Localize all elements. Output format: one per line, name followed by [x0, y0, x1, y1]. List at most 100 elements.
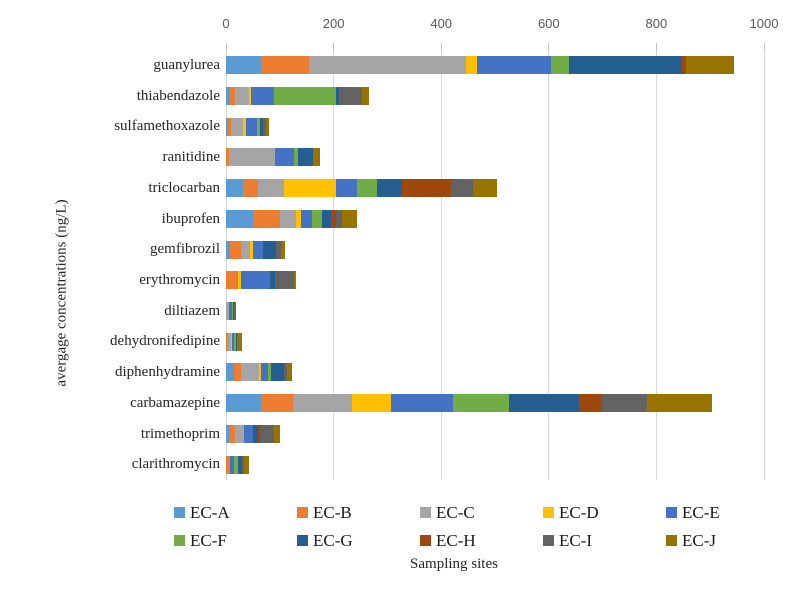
- bar-row: [226, 326, 764, 357]
- bar-row: [226, 234, 764, 265]
- legend-item-EC-B: EC-B: [297, 502, 420, 523]
- bar-segment-EC-A: [226, 240, 230, 259]
- category-label: gemfibrozil: [150, 241, 220, 258]
- bar-segment-EC-A: [226, 424, 230, 443]
- bar-segment-EC-B: [226, 332, 229, 351]
- bar-segment-EC-G: [253, 424, 258, 443]
- x-axis-tick-label: 0: [222, 16, 230, 31]
- plot-area: [225, 50, 765, 480]
- bar-segment-EC-I: [335, 209, 343, 228]
- legend-item-EC-C: EC-C: [420, 502, 543, 523]
- bar-segment-EC-J: [647, 394, 713, 413]
- bar-segment-EC-A: [226, 56, 263, 75]
- bar-segment-EC-D: [296, 209, 302, 228]
- category-label: clarithromycin: [131, 456, 220, 473]
- gridline: [225, 50, 227, 480]
- bar-segment-EC-D: [259, 363, 262, 382]
- bar-segment-EC-I: [263, 117, 266, 136]
- category-label: thiabendazole: [136, 87, 220, 104]
- bar-segment-EC-B: [228, 117, 231, 136]
- bar-row: [226, 296, 764, 327]
- bar-segment-EC-J: [342, 209, 357, 228]
- bar-row: [226, 388, 764, 419]
- bar-segment-EC-C: [230, 117, 244, 136]
- bar-segment-EC-A: [226, 363, 234, 382]
- x-axis-title: Sampling sites: [410, 556, 498, 572]
- x-axis-tick-label: 200: [322, 16, 345, 31]
- legend-item-EC-I: EC-I: [543, 530, 666, 551]
- bar-segment-EC-E: [301, 209, 313, 228]
- bar-segment-EC-E: [229, 455, 235, 474]
- bar-segment-EC-G: [237, 455, 243, 474]
- bar-segment-EC-C: [280, 209, 297, 228]
- bar-segment-EC-I: [260, 424, 275, 443]
- x-axis-tick-mark: [333, 43, 335, 50]
- bar-segment-EC-E: [231, 332, 235, 351]
- legend-item-EC-J: EC-J: [666, 530, 789, 551]
- legend-swatch-icon: [543, 507, 554, 518]
- x-axis-tick-mark: [548, 43, 550, 50]
- bar-segment-EC-B: [226, 148, 230, 167]
- bar-segment-EC-E: [391, 394, 453, 413]
- bar-segment-EC-D: [230, 332, 232, 351]
- bar-segment-EC-H: [402, 179, 452, 198]
- bar-row: [226, 419, 764, 450]
- legend: EC-A EC-B EC-C EC-D EC-E EC-F EC-G EC-H EC-I EC-J: [174, 502, 789, 551]
- gridline: [440, 50, 442, 480]
- x-axis-tick-label: 800: [645, 16, 668, 31]
- legend-label: EC-B: [313, 503, 352, 522]
- bar-segment-EC-B: [253, 209, 281, 228]
- bar-row: [226, 111, 764, 142]
- category-label: guanylurea: [153, 57, 220, 73]
- bar-segment-EC-I: [602, 394, 648, 413]
- bar-row: [226, 173, 764, 204]
- bar-segment-EC-E: [250, 87, 274, 106]
- x-axis-tick-label: 600: [537, 16, 560, 31]
- bar-segment-EC-E: [476, 56, 551, 75]
- bar-segment-EC-G: [232, 302, 235, 321]
- bar-segment-EC-J: [287, 363, 292, 382]
- bar-segment-EC-J: [686, 56, 734, 75]
- x-axis-tick-mark: [440, 43, 442, 50]
- legend-label: EC-G: [313, 531, 353, 550]
- bar-segment-EC-C: [234, 87, 249, 106]
- bar-segment-EC-D: [250, 240, 253, 259]
- bar-segment-EC-H: [681, 56, 687, 75]
- legend-swatch-icon: [666, 507, 677, 518]
- bar-segment-EC-I: [451, 179, 474, 198]
- legend-item-EC-A: EC-A: [174, 502, 297, 523]
- legend-label: EC-E: [682, 503, 720, 522]
- bar-segment-EC-D: [351, 394, 392, 413]
- bar-segment-EC-E: [246, 117, 258, 136]
- bar-segment-EC-G: [297, 148, 314, 167]
- bar-segment-EC-B: [260, 394, 294, 413]
- bar-segment-EC-J: [237, 332, 243, 351]
- legend-swatch-icon: [174, 535, 185, 546]
- bar-segment-EC-J: [265, 117, 269, 136]
- bar-segment-EC-F: [231, 302, 233, 321]
- x-axis: 0 200 400 600 800 1000: [222, 0, 778, 50]
- bar-segment-EC-B: [262, 56, 310, 75]
- bar-segment-EC-G: [236, 332, 238, 351]
- bar-segment-EC-A: [226, 394, 261, 413]
- bar-segment-EC-C: [258, 179, 285, 198]
- legend-swatch-icon: [666, 535, 677, 546]
- bar-row: [226, 50, 764, 81]
- legend-swatch-icon: [543, 535, 554, 546]
- bar-segment-EC-G: [322, 209, 332, 228]
- legend-label: EC-A: [190, 503, 230, 522]
- bar-segment-EC-F: [273, 87, 336, 106]
- x-axis-tick-mark: [225, 43, 227, 50]
- bar-segment-EC-A: [226, 117, 229, 136]
- bar-segment-EC-J: [473, 179, 497, 198]
- legend-swatch-icon: [297, 507, 308, 518]
- bar-segment-EC-F: [550, 56, 569, 75]
- bar-row: [226, 357, 764, 388]
- bar-segment-EC-E: [261, 363, 269, 382]
- bar-segment-EC-B: [226, 271, 238, 290]
- bar-segment-EC-E: [252, 240, 264, 259]
- legend-item-EC-F: EC-F: [174, 530, 297, 551]
- bar-segment-EC-D: [237, 271, 241, 290]
- bar-segment-EC-I: [338, 87, 362, 106]
